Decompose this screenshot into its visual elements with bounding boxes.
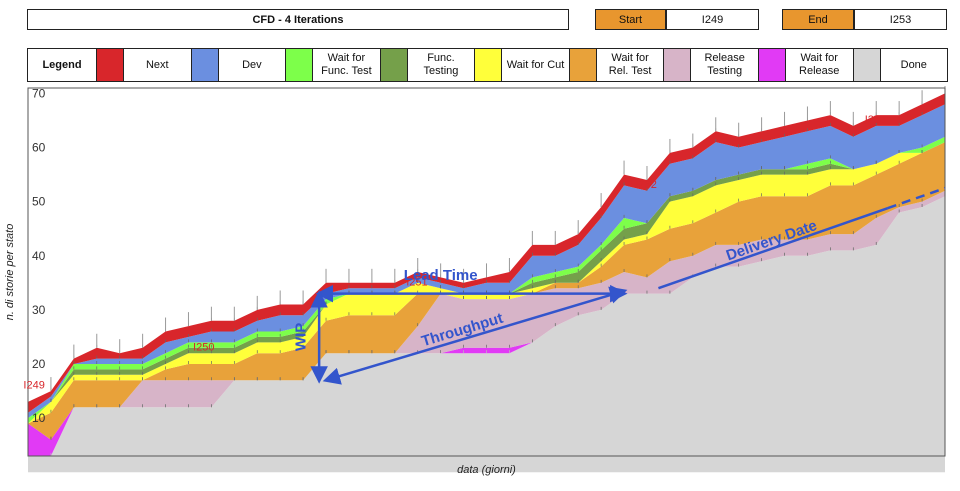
iteration-label: I249 (23, 379, 44, 391)
wip-label: WIP (292, 323, 309, 351)
legend-item-wait-func-test: Wait for Func. Test (286, 49, 381, 81)
y-tick-label: 10 (32, 411, 46, 425)
legend-swatch (664, 49, 692, 81)
legend: Legend Next Dev Wait for Func. Test Func… (27, 48, 948, 82)
x-axis-label: data (giorni) (457, 464, 516, 476)
y-tick-label: 50 (32, 195, 46, 209)
y-tick-label: 40 (32, 249, 46, 263)
legend-label: Wait for Release (799, 52, 840, 77)
legend-item-release-testing: Release Testing (664, 49, 759, 81)
iteration-label: I253 (865, 114, 886, 126)
lead-time-label: Lead Time (404, 267, 478, 284)
y-axis-label: n. di storie per stato (4, 224, 16, 321)
legend-item-dev: Dev (191, 49, 287, 81)
legend-label: Func. Testing (423, 52, 459, 77)
legend-swatch (758, 49, 786, 81)
legend-label: Next (145, 58, 169, 71)
legend-label: Done (900, 58, 927, 71)
legend-swatch (380, 49, 408, 81)
y-tick-label: 30 (32, 303, 46, 317)
legend-item-wait-release: Wait for Release (758, 49, 854, 81)
end-label: End (782, 9, 854, 30)
legend-swatch (97, 49, 124, 81)
area-done (28, 196, 945, 473)
y-tick-label: 20 (32, 357, 46, 371)
cfd-chart: 10 20 30 40 50 60 70 data (giorni) n. di storie … (4, 86, 946, 476)
legend-item-done: Done (853, 49, 948, 81)
legend-swatch (475, 49, 503, 81)
legend-item-func-testing: Func. Testing (380, 49, 476, 81)
legend-title: Legend (28, 49, 97, 81)
legend-item-wait-rel-test: Wait for Rel. Test (569, 49, 665, 81)
legend-label: Wait for Cut (506, 58, 565, 71)
throughput-arrow (322, 286, 628, 385)
legend-item-wait-cut: Wait for Cut (475, 49, 570, 81)
iteration-label: I252 (636, 179, 657, 191)
legend-label: Release Testing (704, 52, 745, 77)
legend-swatch (569, 49, 597, 81)
legend-item-next: Next (97, 49, 192, 81)
iteration-label: I250 (193, 341, 214, 353)
y-tick-label: 70 (32, 86, 46, 100)
start-value: I249 (666, 9, 759, 30)
legend-label: Wait for Func. Test (321, 52, 372, 77)
y-tick-label: 60 (32, 141, 46, 155)
legend-swatch (286, 49, 314, 81)
end-value: I253 (854, 9, 947, 30)
legend-swatch (853, 49, 881, 81)
legend-label: Wait for Rel. Test (608, 52, 652, 77)
legend-swatch (191, 49, 219, 81)
plot-border (27, 87, 946, 457)
start-label: Start (595, 9, 666, 30)
delivery-date-line (658, 206, 889, 290)
delivery-date-line-dashed (887, 186, 946, 210)
chart-title: CFD - 4 Iterations (27, 9, 569, 30)
legend-label: Dev (242, 58, 262, 71)
area-wait-for-rel-test (28, 142, 945, 440)
